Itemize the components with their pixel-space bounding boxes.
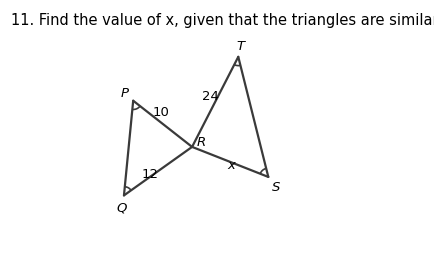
Text: T: T: [236, 40, 244, 53]
Text: S: S: [271, 181, 279, 194]
Text: 10: 10: [152, 106, 169, 119]
Text: 12: 12: [141, 168, 159, 181]
Text: Q: Q: [116, 202, 127, 215]
Text: 11. Find the value of x, given that the triangles are similar.: 11. Find the value of x, given that the …: [11, 13, 434, 28]
Text: x: x: [227, 159, 235, 172]
Text: R: R: [196, 136, 205, 149]
Text: P: P: [120, 87, 128, 100]
Text: 24: 24: [201, 90, 218, 103]
